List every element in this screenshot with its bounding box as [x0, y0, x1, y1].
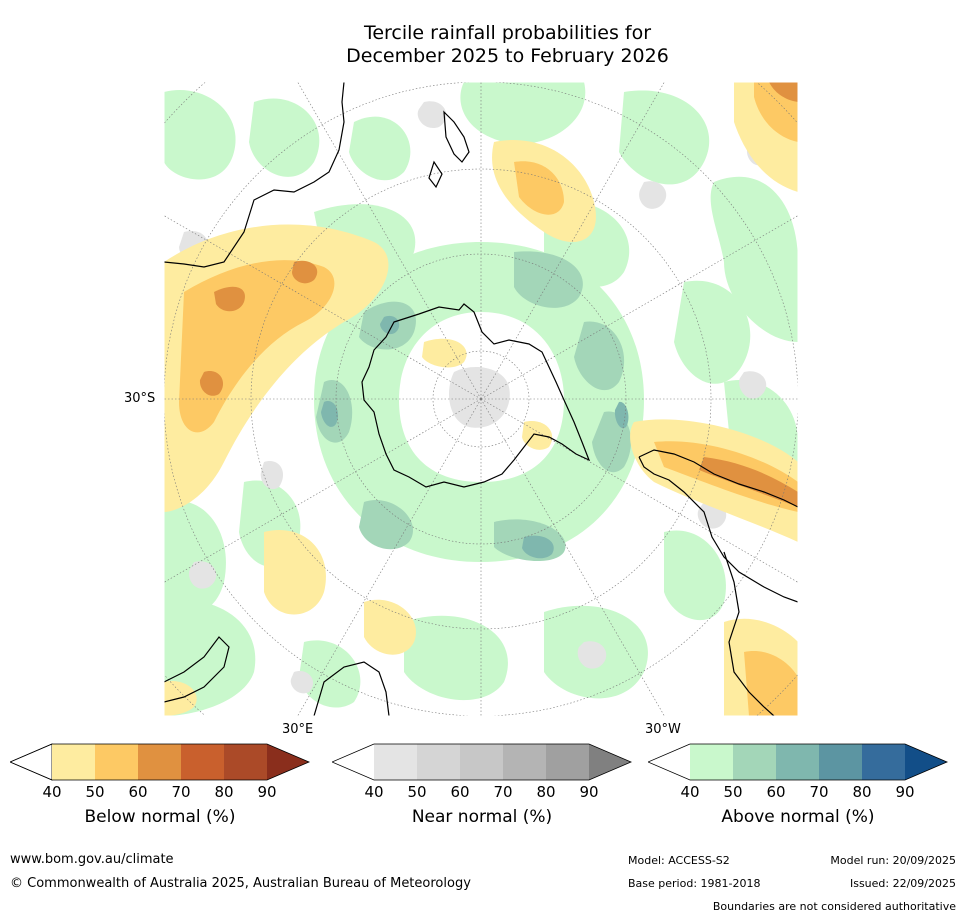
south-america-east-coastline: [723, 551, 775, 716]
near-normal-label: Near normal (%): [411, 807, 553, 827]
cbar1-tick-4: 80: [536, 783, 556, 801]
south-america-coastline: [638, 449, 798, 603]
cbar1-tick-1: 50: [407, 783, 427, 801]
cbar2-tick-2: 60: [766, 783, 786, 801]
cbar2-seg-5: [862, 744, 905, 780]
cbar2-tick-0: 40: [680, 783, 700, 801]
cbar0-tick-3: 70: [171, 783, 191, 801]
above-normal-label: Above normal (%): [721, 807, 875, 827]
graticule: [164, 82, 798, 716]
cbar0-tick-0: 40: [42, 783, 62, 801]
cbar2-seg-1: [690, 744, 733, 780]
cbar2-seg-0: [648, 744, 690, 780]
website-link[interactable]: www.bom.gov.au/climate: [10, 852, 174, 867]
cbar1-seg-2: [417, 744, 460, 780]
cbar1-seg-1: [374, 744, 417, 780]
antarctica-coastline: [361, 303, 591, 488]
cbar0-tick-1: 50: [85, 783, 105, 801]
cbar2-tick-4: 80: [852, 783, 872, 801]
africa-coastline: [164, 636, 390, 716]
base-period-text: Base period: 1981-2018: [628, 877, 761, 890]
cbar1-tick-2: 60: [450, 783, 470, 801]
cbar1-seg-6: [589, 744, 631, 780]
near-normal-colorbar: 40 50 60 70 80 90 Near normal (%): [330, 743, 633, 827]
copyright-text: © Commonwealth of Australia 2025, Austra…: [10, 876, 471, 891]
cbar0-seg-1: [52, 744, 95, 780]
cbar0-seg-5: [224, 744, 267, 780]
cbar0-seg-2: [95, 744, 138, 780]
model-run-text: Model run: 20/09/2025: [830, 854, 956, 867]
cbar2-seg-2: [733, 744, 776, 780]
below-normal-colorbar-swatches: [8, 743, 311, 781]
cbar0-seg-6: [267, 744, 309, 780]
model-text: Model: ACCESS-S2: [628, 854, 730, 867]
cbar1-tick-5: 90: [579, 783, 599, 801]
rainfall-probability-map: [164, 82, 798, 716]
cbar1-tick-3: 70: [493, 783, 513, 801]
cbar1-seg-0: [332, 744, 374, 780]
above-normal-colorbar-swatches: [646, 743, 949, 781]
cbar0-tick-4: 80: [214, 783, 234, 801]
cbar1-seg-5: [546, 744, 589, 780]
near-normal-colorbar-swatches: [330, 743, 633, 781]
latitude-label-30s: 30°S: [124, 391, 156, 406]
coastlines: [164, 82, 798, 716]
longitude-label-30w: 30°W: [645, 722, 681, 737]
cbar1-seg-4: [503, 744, 546, 780]
below-normal-areas: [164, 82, 798, 716]
cbar2-tick-1: 50: [723, 783, 743, 801]
cbar1-seg-3: [460, 744, 503, 780]
australia-coastline: [164, 82, 345, 268]
circumpolar-above-normal-ring: [314, 242, 644, 562]
chart-title: Tercile rainfall probabilities for Decem…: [250, 22, 765, 68]
cbar2-seg-6: [905, 744, 947, 780]
cbar1-tick-0: 40: [364, 783, 384, 801]
cbar2-seg-3: [776, 744, 819, 780]
longitude-label-30e: 30°E: [282, 722, 314, 737]
cbar2-tick-5: 90: [895, 783, 915, 801]
cbar0-seg-3: [138, 744, 181, 780]
below-normal-label: Below normal (%): [84, 807, 236, 827]
cbar2-seg-4: [819, 744, 862, 780]
new-zealand-coastline: [428, 110, 470, 189]
cbar0-tick-5: 90: [257, 783, 277, 801]
issued-text: Issued: 22/09/2025: [849, 877, 956, 890]
disclaimer-text: Boundaries are not considered authoritat…: [712, 900, 956, 913]
above-normal-colorbar: 40 50 60 70 80 90 Above normal (%): [646, 743, 949, 827]
title-line-2: December 2025 to February 2026: [346, 45, 669, 67]
cbar0-tick-2: 60: [128, 783, 148, 801]
cbar0-seg-4: [181, 744, 224, 780]
cbar0-seg-0: [8, 743, 53, 781]
title-line-1: Tercile rainfall probabilities for: [363, 22, 652, 44]
below-normal-colorbar: 40 50 60 70 80 90 Below normal (%): [8, 743, 311, 827]
cbar2-tick-3: 70: [809, 783, 829, 801]
